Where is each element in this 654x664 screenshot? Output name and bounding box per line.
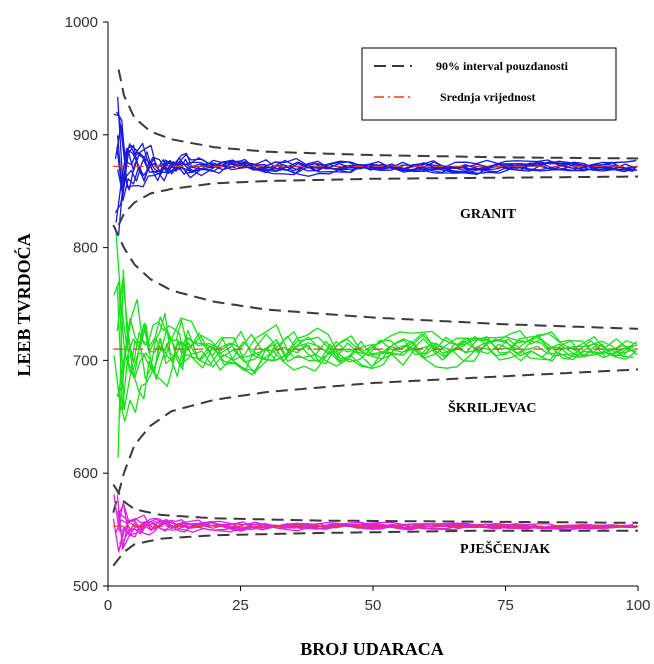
ci-lower-bound [112,529,638,567]
y-tick-label: 1000 [65,14,98,31]
x-tick-label: 100 [625,597,650,614]
run-trace [113,332,634,422]
group-granit [113,69,639,236]
plot-area: 0 25 50 75 100 500 600 700 800 900 1000 [65,14,651,614]
ci-lower-bound [112,368,639,513]
annotation-pjescenjak: PJEŠČENJAK [460,540,550,557]
x-tick-label: 50 [365,597,382,614]
legend-ci-label: 90% interval pouzdanosti [436,59,569,73]
y-axis-title: LEEB TVRDOĆA [13,233,34,376]
x-tick-label: 75 [497,597,514,614]
x-tick-label: 25 [232,597,249,614]
run-trace [117,316,638,397]
run-trace [114,151,635,214]
x-axis-title: BROJ UDARACA [300,639,444,659]
run-trace [118,317,635,419]
ci-upper-bound [112,483,638,524]
legend: 90% interval pouzdanosti Srednja vrijedn… [361,47,617,121]
x-tick-label: 0 [104,597,112,614]
y-tick-label: 900 [73,127,98,144]
run-trace [116,286,638,411]
y-tick-label: 700 [73,352,98,369]
run-trace [115,111,637,189]
y-tick-label: 600 [73,465,98,482]
run-trace [117,269,638,458]
run-trace [113,494,634,538]
ci-lower-bound [117,175,639,226]
run-trace [116,278,637,400]
run-trace [118,281,634,411]
annotation-granit: GRANIT [460,207,517,222]
legend-box [361,47,617,121]
ci-upper-bound [112,224,639,330]
annotation-skriljevac: ŠKRILJEVAC [448,399,536,416]
y-tick-label: 500 [73,578,98,595]
group-škriljevac [112,224,639,513]
run-trace [116,494,637,550]
group-pješčenjak [112,483,638,567]
ci-upper-bound [117,69,638,160]
run-trace [115,142,636,223]
legend-mean-label: Srednja vrijednost [440,90,535,104]
y-tick-label: 800 [73,240,98,257]
